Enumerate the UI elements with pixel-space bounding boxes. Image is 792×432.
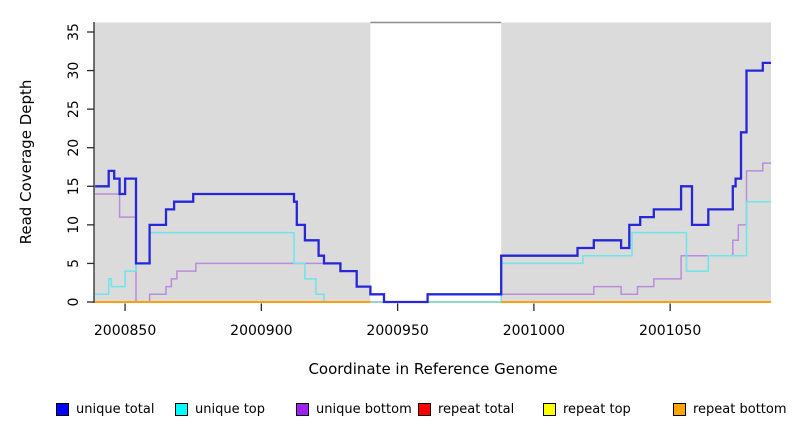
legend-item-unique-top: unique top	[175, 399, 265, 419]
x-axis-title: Coordinate in Reference Genome	[308, 360, 557, 378]
legend-item-repeat-top: repeat top	[543, 399, 631, 419]
legend-swatch-unique-top-icon	[175, 402, 188, 416]
legend-item-repeat-total: repeat total	[418, 399, 514, 419]
x-tick-label: 2001050	[639, 323, 701, 339]
series-line	[95, 61, 771, 304]
plot-series-lines	[95, 61, 771, 304]
x-tick-label: 2001000	[503, 323, 565, 339]
x-tick-label: 2000850	[94, 323, 156, 339]
y-tick-label: 5	[66, 259, 82, 268]
legend-label: unique bottom	[316, 401, 412, 417]
legend: unique total unique top unique bottom re…	[0, 399, 792, 423]
legend-swatch-repeat-bottom-icon	[673, 402, 686, 416]
series-line	[95, 200, 771, 303]
x-tick-label: 2000950	[366, 323, 428, 339]
y-axis-title: Read Coverage Depth	[17, 80, 35, 245]
legend-item-unique-bottom: unique bottom	[296, 399, 412, 419]
legend-label: repeat bottom	[693, 401, 787, 417]
legend-label: repeat total	[438, 401, 515, 417]
y-tick-label: 30	[66, 62, 82, 80]
legend-item-repeat-bottom: repeat bottom	[673, 399, 787, 419]
y-tick-label: 0	[66, 298, 82, 307]
y-tick-label: 35	[66, 23, 82, 41]
legend-swatch-unique-bottom-icon	[296, 402, 309, 416]
plot-background	[94, 21, 771, 303]
legend-label: unique top	[195, 401, 266, 417]
legend-label: unique total	[76, 401, 155, 417]
y-tick-label: 15	[66, 177, 82, 195]
legend-swatch-repeat-total-icon	[418, 402, 431, 416]
y-tick-label: 25	[66, 100, 82, 118]
coverage-plot: 0 5 10 15 20 25 30 35 2000850 2000900 2000950 20010…	[17, 21, 771, 378]
legend-swatch-unique-total-icon	[56, 402, 69, 416]
plot-axes: 0 5 10 15 20 25 30 35 2000850 2000900 2000950 20010…	[66, 22, 701, 339]
legend-label: repeat top	[563, 401, 631, 417]
x-tick-label: 2000900	[230, 323, 292, 339]
y-tick-label: 20	[66, 139, 82, 157]
y-tick-label: 10	[66, 216, 82, 234]
legend-item-unique-total: unique total	[56, 399, 154, 419]
legend-swatch-repeat-top-icon	[543, 402, 556, 416]
